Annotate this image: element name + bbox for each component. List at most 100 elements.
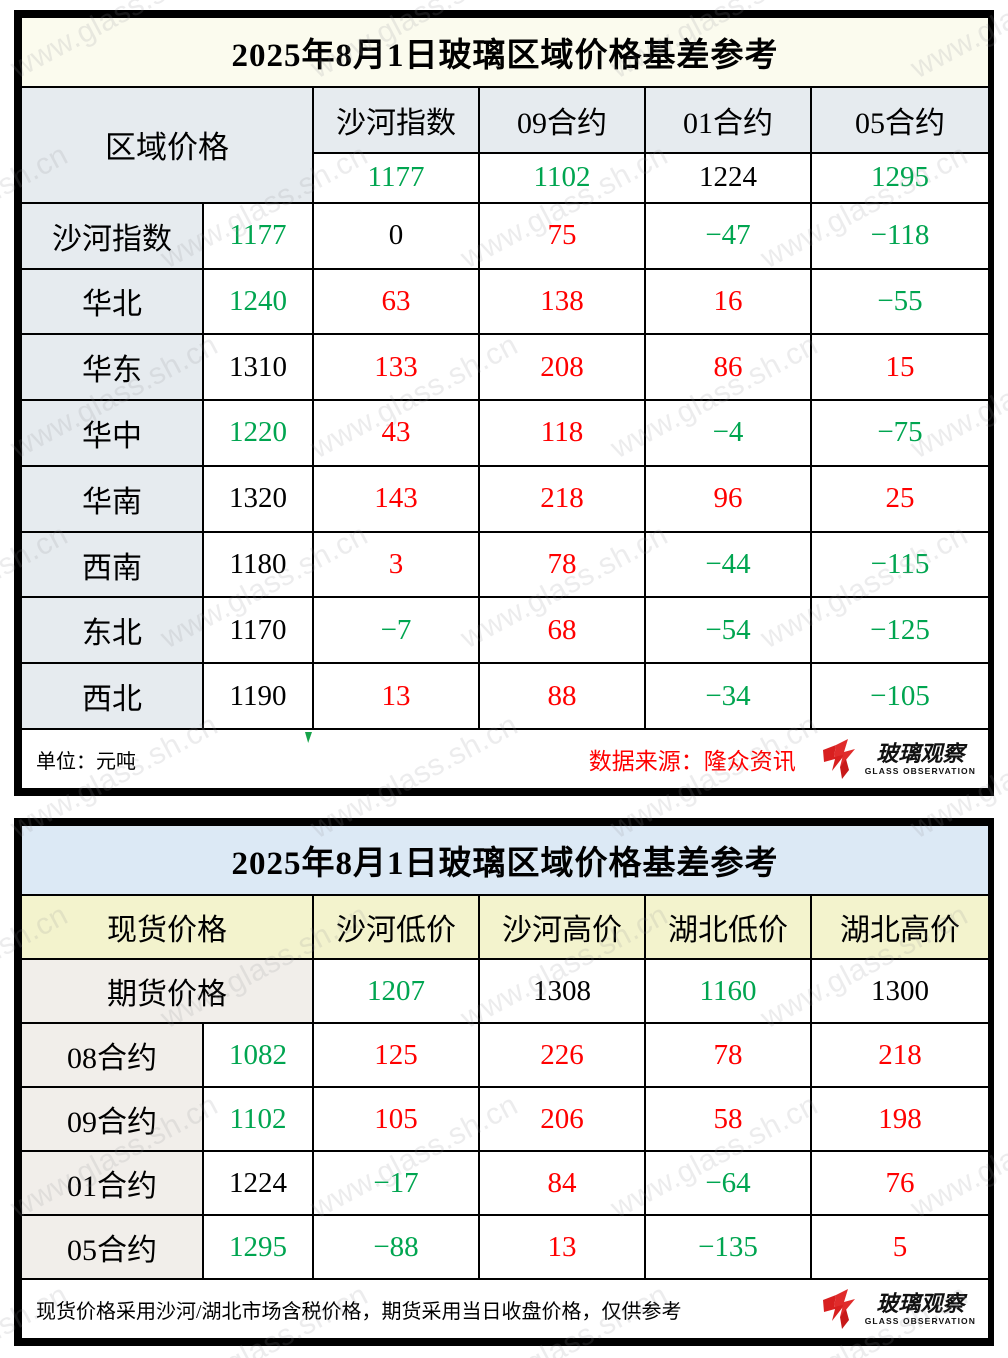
table1-cell-0-2: −47 — [644, 201, 812, 270]
table-row: 08合约 1082 125 226 78 218 — [20, 1022, 990, 1088]
brand-logo: 玻璃观察 GLASS OBSERVATION — [822, 1287, 976, 1331]
table1-row-label-7: 西北 — [20, 662, 204, 730]
table1-row-label-6: 东北 — [20, 596, 204, 665]
table1-corner-label: 区域价格 — [20, 86, 314, 204]
table-row: 05合约 1295 −88 13 −135 5 — [20, 1214, 990, 1280]
table1-row-label-0: 沙河指数 — [20, 201, 204, 270]
table2-title: 2025年8月1日玻璃区域价格基差参考 — [20, 824, 990, 896]
table1-cell-7-1: 88 — [478, 662, 646, 730]
table1-cell-7-0: 13 — [312, 662, 480, 730]
table1-row-price-5: 1180 — [202, 530, 314, 599]
table1-cell-4-1: 218 — [478, 464, 646, 533]
table2-subheader-row: 期货价格 1207 1308 1160 1300 — [20, 958, 990, 1024]
table1-title: 2025年8月1日玻璃区域价格基差参考 — [20, 16, 990, 88]
table1-row-label-5: 西南 — [20, 530, 204, 599]
brand-logo-text: 玻璃观察 GLASS OBSERVATION — [864, 740, 976, 776]
table1-row-price-2: 1310 — [202, 333, 314, 402]
table2-col-header-0: 沙河低价 — [312, 894, 480, 960]
table1-cell-6-1: 68 — [478, 596, 646, 665]
table2-title-row: 2025年8月1日玻璃区域价格基差参考 — [20, 824, 990, 896]
table1-cell-2-2: 86 — [644, 333, 812, 402]
table2-row-label-3: 05合约 — [20, 1214, 204, 1280]
table-row: 西南 1180 3 78 −44 −115 — [20, 530, 990, 599]
table-row: 华中 1220 43 118 −4 −75 — [20, 399, 990, 467]
table1-row-price-0: 1177 — [202, 201, 314, 270]
table1-cell-1-3: −55 — [810, 267, 990, 336]
table2: 2025年8月1日玻璃区域价格基差参考 现货价格 沙河低价 沙河高价 湖北低价 … — [20, 824, 990, 1340]
table1-col-header-1: 09合约 — [478, 86, 646, 154]
table2-cell-2-1: 84 — [478, 1150, 646, 1216]
table1-row-price-1: 1240 — [202, 267, 314, 336]
brand-name-cn: 玻璃观察 — [876, 740, 965, 766]
table1-cell-1-1: 138 — [478, 267, 646, 336]
table-row: 华南 1320 143 218 96 25 — [20, 464, 990, 533]
table2-row-label-0: 08合约 — [20, 1022, 204, 1088]
table2-cell-1-2: 58 — [644, 1086, 812, 1152]
table2-cell-3-1: 13 — [478, 1214, 646, 1280]
table1-row-label-2: 华东 — [20, 333, 204, 402]
table1-cell-5-0: 3 — [312, 530, 480, 599]
table2-footer: 现货价格采用沙河/湖北市场含税价格，期货采用当日收盘价格，仅供参考 玻璃观察 G… — [20, 1278, 990, 1340]
table2-row-price-1: 1102 — [202, 1086, 314, 1152]
table1-row-price-4: 1320 — [202, 464, 314, 533]
table1-col-header-2: 01合约 — [644, 86, 812, 154]
table2-subrow-value-2: 1160 — [644, 958, 812, 1024]
table1-cell-4-2: 96 — [644, 464, 812, 533]
table2-row-label-2: 01合约 — [20, 1150, 204, 1216]
glass-observation-arrow-icon — [822, 1289, 855, 1329]
table-row: 西北 1190 13 88 −34 −105 — [20, 662, 990, 730]
table1-cell-5-2: −44 — [644, 530, 812, 599]
brand-logo-text: 玻璃观察 GLASS OBSERVATION — [864, 1292, 976, 1326]
table2-cell-3-2: −135 — [644, 1214, 812, 1280]
table1-cell-0-0: 0 — [312, 201, 480, 270]
table1-cell-0-3: −118 — [810, 201, 990, 270]
table1-cell-3-3: −75 — [810, 399, 990, 467]
table-row: 华北 1240 63 138 16 −55 — [20, 267, 990, 336]
table2-cell-2-0: −17 — [312, 1150, 480, 1216]
table1-cell-4-3: 25 — [810, 464, 990, 533]
table1-title-row: 2025年8月1日玻璃区域价格基差参考 — [20, 16, 990, 88]
table2-subrow-label: 期货价格 — [20, 958, 314, 1024]
table2-card: 2025年8月1日玻璃区域价格基差参考 现货价格 沙河低价 沙河高价 湖北低价 … — [14, 818, 994, 1346]
table2-cell-0-2: 78 — [644, 1022, 812, 1088]
brand-name-en: GLASS OBSERVATION — [864, 765, 976, 776]
table1-header-row: 区域价格 沙河指数 09合约 01合约 05合约 — [20, 86, 990, 204]
table2-footer-row: 现货价格采用沙河/湖北市场含税价格，期货采用当日收盘价格，仅供参考 玻璃观察 G… — [20, 1278, 990, 1340]
table1-row-price-7: 1190 — [202, 662, 314, 730]
table1-row-label-4: 华南 — [20, 464, 204, 533]
table1-footer-row: 单位：元吨 数据来源：隆众资讯 玻璃观察 GLASS — [20, 728, 990, 790]
table1: 2025年8月1日玻璃区域价格基差参考 区域价格 沙河指数 09合约 01合约 … — [20, 16, 990, 790]
table1-row-price-6: 1170 — [202, 596, 314, 665]
table1-cell-7-2: −34 — [644, 662, 812, 730]
table1-cell-2-3: 15 — [810, 333, 990, 402]
table-row: 东北 1170 −7 68 −54 −125 — [20, 596, 990, 665]
table1-cell-1-2: 16 — [644, 267, 812, 336]
table1-data-source: 数据来源：隆众资讯 — [588, 749, 796, 774]
table1-cell-0-1: 75 — [478, 201, 646, 270]
table1-col-value-1: 1102 — [478, 151, 646, 204]
table1-cell-6-0: −7 — [312, 596, 480, 665]
table2-cell-1-1: 206 — [478, 1086, 646, 1152]
brand-logo: 玻璃观察 GLASS OBSERVATION — [822, 737, 976, 781]
table2-col-header-1: 沙河高价 — [478, 894, 646, 960]
table1-cell-5-3: −115 — [810, 530, 990, 599]
table1-col-header-0: 沙河指数 — [312, 86, 480, 154]
brand-name-en: GLASS OBSERVATION — [864, 1315, 976, 1326]
table2-cell-1-3: 198 — [810, 1086, 990, 1152]
table1-col-value-3: 1295 — [810, 151, 990, 204]
green-artifact-mark — [305, 732, 312, 743]
table2-cell-1-0: 105 — [312, 1086, 480, 1152]
table2-cell-2-2: −64 — [644, 1150, 812, 1216]
table1-cell-7-3: −105 — [810, 662, 990, 730]
table1-row-price-3: 1220 — [202, 399, 314, 467]
table1-card: 2025年8月1日玻璃区域价格基差参考 区域价格 沙河指数 09合约 01合约 … — [14, 10, 994, 796]
table2-cell-0-0: 125 — [312, 1022, 480, 1088]
table1-cell-1-0: 63 — [312, 267, 480, 336]
table-row: 沙河指数 1177 0 75 −47 −118 — [20, 201, 990, 270]
glass-observation-arrow-icon — [822, 739, 855, 779]
table2-row-price-3: 1295 — [202, 1214, 314, 1280]
table2-cell-3-3: 5 — [810, 1214, 990, 1280]
table2-subrow-value-1: 1308 — [478, 958, 646, 1024]
table2-row-label-1: 09合约 — [20, 1086, 204, 1152]
table1-row-label-3: 华中 — [20, 399, 204, 467]
